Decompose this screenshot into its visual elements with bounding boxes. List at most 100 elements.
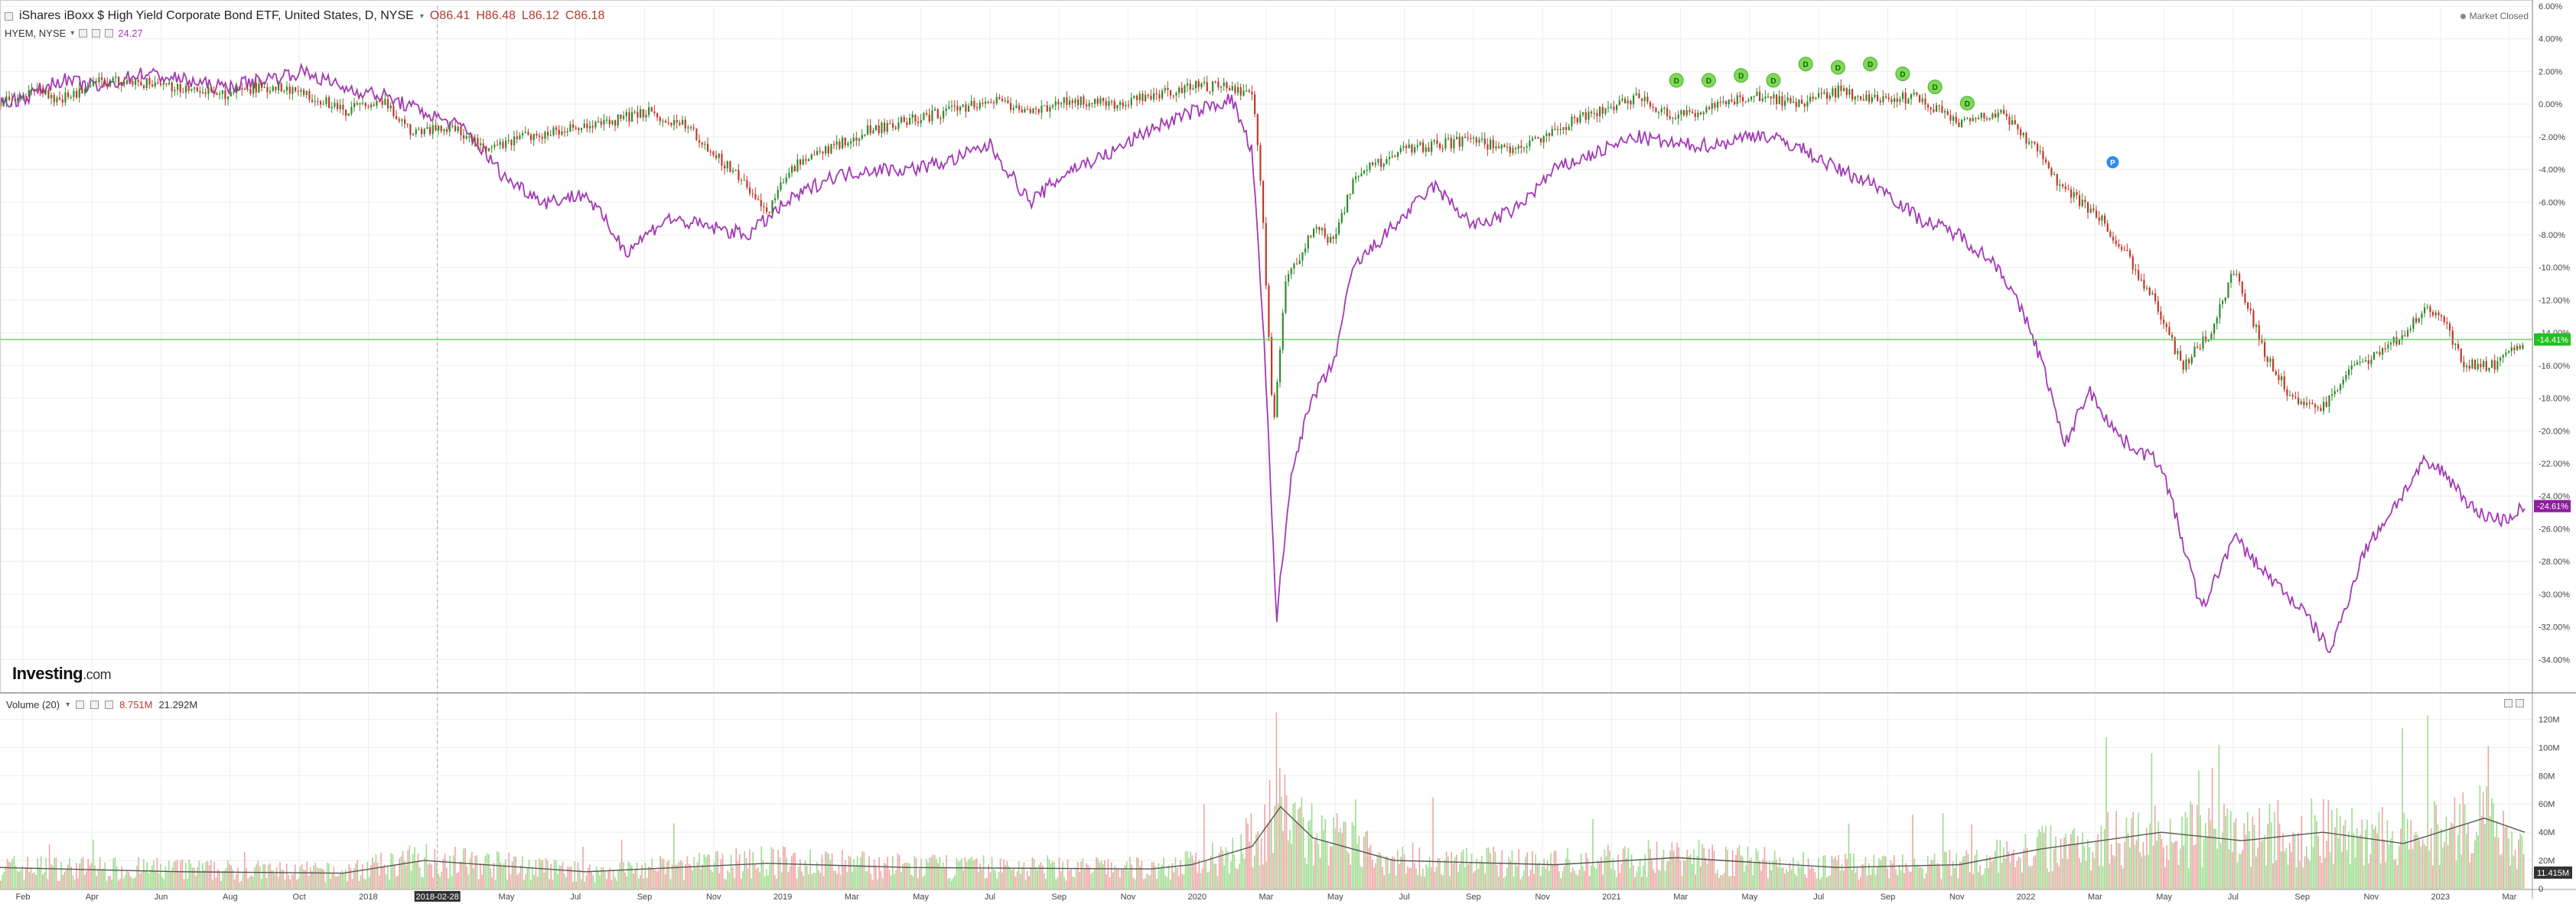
volume-bar: [2323, 798, 2324, 889]
eye-icon[interactable]: [79, 29, 88, 37]
maximize-icon[interactable]: [2504, 699, 2512, 707]
volume-bar: [2163, 847, 2164, 889]
volume-bar: [1535, 854, 1536, 889]
volume-bar: [1819, 879, 1821, 889]
volume-bar: [1239, 863, 1240, 889]
volume-bar: [1292, 804, 1295, 889]
volume-bar: [112, 858, 114, 889]
volume-bar: [1705, 857, 1707, 889]
settings-icon[interactable]: [92, 29, 101, 37]
volume-bar: [1168, 864, 1170, 889]
volume-bar: [11, 859, 13, 889]
y-tick-label: -32.00%: [2539, 623, 2570, 632]
candle-body: [965, 104, 967, 112]
volume-bar: [776, 878, 777, 889]
candle-body: [712, 151, 715, 155]
eye-icon[interactable]: [76, 701, 85, 709]
candle-body: [1621, 99, 1623, 101]
candle-body: [1007, 100, 1009, 103]
candle-body: [423, 128, 425, 135]
volume-bar: [1624, 846, 1626, 889]
volume-bar: [1839, 870, 1842, 889]
candle-body: [995, 96, 998, 104]
volume-bar: [2487, 746, 2490, 889]
settings-icon[interactable]: [90, 701, 99, 709]
volume-bar: [2124, 841, 2125, 889]
volume-bar: [439, 876, 441, 889]
volume-bar: [2167, 860, 2170, 889]
chevron-down-icon[interactable]: ▾: [419, 11, 424, 21]
volume-bar: [2070, 834, 2072, 889]
chevron-down-icon[interactable]: ▾: [70, 29, 75, 37]
volume-bar: [72, 875, 74, 889]
candle-body: [746, 180, 748, 188]
candle-body: [2466, 366, 2468, 368]
volume-bar: [2215, 828, 2216, 889]
collapse-icon[interactable]: [5, 11, 13, 21]
volume-bar: [295, 864, 296, 889]
volume-bar: [2009, 862, 2011, 889]
volume-bar: [1291, 844, 1292, 889]
volume-bar: [707, 854, 708, 889]
volume-bar: [683, 880, 685, 889]
volume-bar: [915, 857, 917, 889]
volume-bar: [2117, 842, 2119, 889]
volume-bar: [1218, 853, 1220, 889]
volume-bar: [64, 871, 66, 889]
volume-bar: [787, 871, 790, 889]
candle-body: [945, 109, 947, 111]
close-icon[interactable]: [105, 29, 114, 37]
candle-body: [1865, 94, 1868, 101]
volume-bar: [598, 871, 599, 889]
y-tick-label: 2.00%: [2539, 67, 2562, 76]
volume-bar: [624, 872, 626, 889]
candle-body: [1281, 312, 1284, 350]
candle-body: [1094, 99, 1096, 104]
volume-bar: [699, 852, 700, 889]
candle-body: [1669, 116, 1671, 119]
candle-body: [2522, 345, 2524, 349]
volume-bar: [2265, 866, 2267, 889]
volume-bar: [177, 860, 178, 889]
volume-bar: [2521, 836, 2523, 889]
candle-body: [2109, 231, 2112, 237]
volume-bar: [1314, 838, 1316, 889]
volume-bar: [1428, 857, 1431, 889]
candle-body: [827, 146, 829, 154]
candle-body: [502, 141, 504, 148]
candle-body: [850, 141, 852, 144]
volume-bar: [951, 880, 953, 889]
volume-bar: [320, 867, 321, 889]
volume-bar: [803, 875, 804, 889]
close-icon[interactable]: [105, 701, 114, 709]
volume-bar: [530, 880, 532, 889]
candle-body: [1776, 94, 1778, 105]
volume-bar: [850, 857, 852, 889]
candle-body: [1532, 138, 1534, 141]
candle-body: [2216, 317, 2218, 324]
volume-bar: [2427, 715, 2428, 889]
volume-bar: [40, 856, 42, 889]
volume-bar: [685, 863, 686, 889]
candle-body: [1330, 236, 1332, 243]
candle-body: [695, 128, 698, 141]
volume-bar: [1281, 796, 1282, 889]
volume-bar: [1686, 850, 1688, 889]
volume-bar: [2428, 850, 2431, 889]
candle-body: [2174, 337, 2176, 354]
volume-bar: [949, 877, 951, 889]
volume-bar: [976, 858, 978, 889]
chevron-down-icon[interactable]: ▾: [66, 701, 70, 709]
close-pane-icon[interactable]: [2516, 699, 2524, 707]
y-tick-label: 4.00%: [2539, 35, 2562, 44]
candle-body: [1894, 98, 1896, 102]
candle-body: [2320, 408, 2322, 411]
candle-body: [103, 80, 106, 84]
volume-bar: [1289, 829, 1291, 889]
volume-bar: [208, 865, 210, 889]
volume-bar: [1536, 864, 1539, 889]
volume-bar: [1780, 867, 1783, 889]
volume-bar: [3, 872, 5, 889]
